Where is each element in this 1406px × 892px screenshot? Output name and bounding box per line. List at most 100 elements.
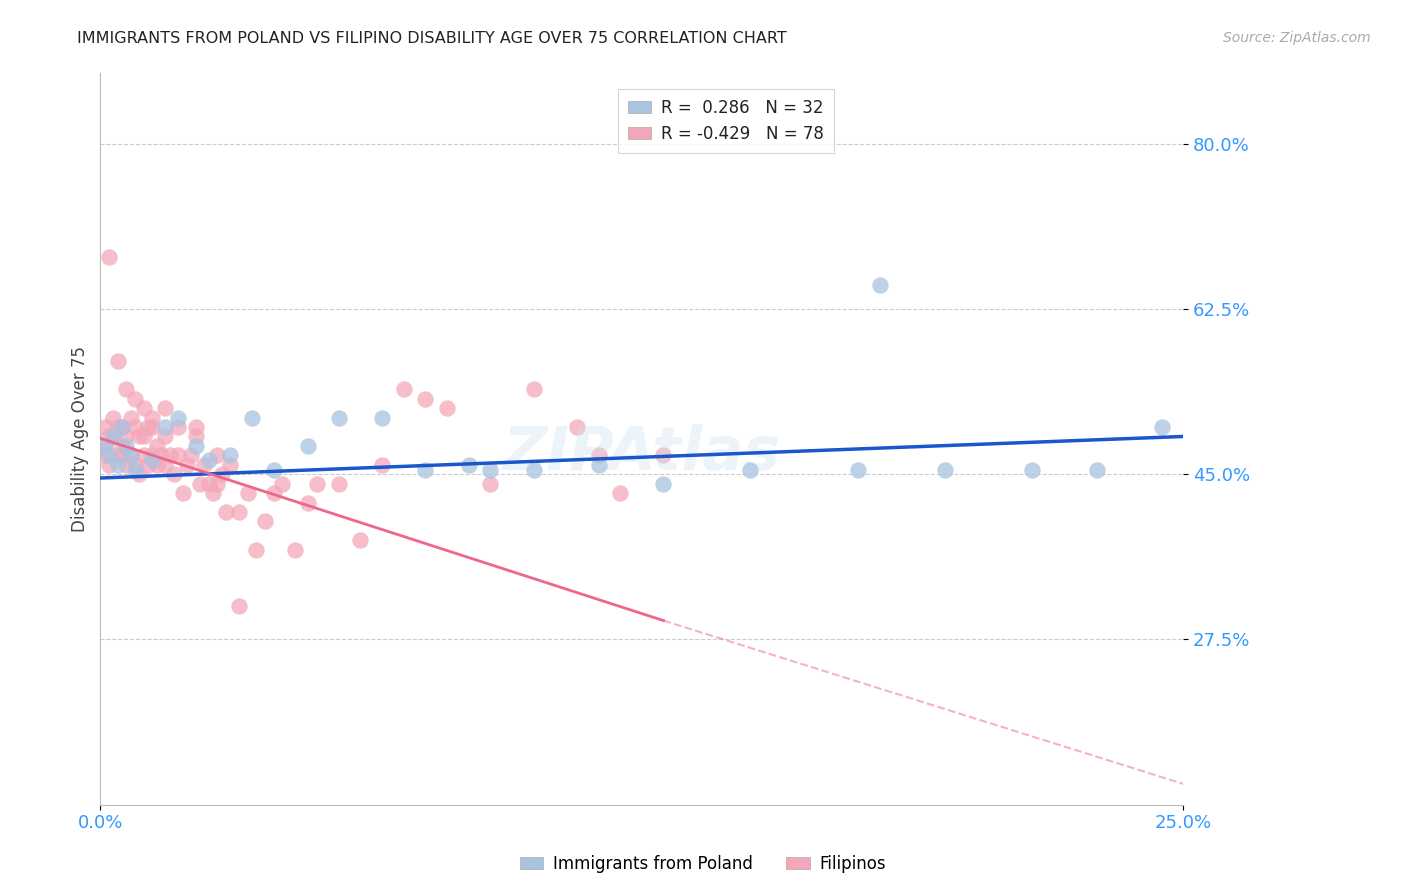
Point <box>115 429 138 443</box>
Point <box>211 467 233 482</box>
Point <box>120 410 142 425</box>
Point <box>159 448 181 462</box>
Point <box>128 467 150 482</box>
Point <box>111 439 134 453</box>
Point <box>297 495 319 509</box>
Point <box>413 462 436 476</box>
Point <box>107 354 129 368</box>
Point <box>522 382 544 396</box>
Legend: Immigrants from Poland, Filipinos: Immigrants from Poland, Filipinos <box>513 848 893 880</box>
Point <box>93 439 115 453</box>
Point <box>93 448 115 462</box>
Point <box>652 476 675 491</box>
Legend: R =  0.286   N = 32, R = -0.429   N = 78: R = 0.286 N = 32, R = -0.429 N = 78 <box>617 88 834 153</box>
Point <box>869 278 891 293</box>
Point <box>98 448 121 462</box>
Point <box>193 458 215 472</box>
Point <box>124 462 146 476</box>
Point <box>349 533 371 548</box>
Point <box>588 448 610 462</box>
Point <box>652 448 675 462</box>
Point <box>115 382 138 396</box>
Point <box>188 476 211 491</box>
Point <box>413 392 436 406</box>
Point <box>132 401 155 416</box>
Point <box>136 420 159 434</box>
Point <box>93 420 115 434</box>
Point <box>132 429 155 443</box>
Point <box>124 458 146 472</box>
Point <box>155 458 177 472</box>
Point <box>328 410 350 425</box>
Point <box>392 382 415 396</box>
Point <box>155 401 177 416</box>
Point <box>565 420 588 434</box>
Point <box>155 429 177 443</box>
Point <box>271 476 294 491</box>
Point <box>457 458 479 472</box>
Point <box>479 476 502 491</box>
Point <box>136 458 159 472</box>
Point <box>263 462 285 476</box>
Point <box>124 392 146 406</box>
Point <box>297 439 319 453</box>
Point <box>436 401 458 416</box>
Point <box>111 448 134 462</box>
Point <box>848 462 870 476</box>
Point <box>197 453 219 467</box>
Point <box>107 420 129 434</box>
Y-axis label: Disability Age Over 75: Disability Age Over 75 <box>72 346 89 532</box>
Point <box>163 467 186 482</box>
Point <box>245 542 267 557</box>
Point <box>107 448 129 462</box>
Point <box>176 458 198 472</box>
Point <box>132 448 155 462</box>
Point <box>111 420 134 434</box>
Point <box>263 486 285 500</box>
Text: IMMIGRANTS FROM POLAND VS FILIPINO DISABILITY AGE OVER 75 CORRELATION CHART: IMMIGRANTS FROM POLAND VS FILIPINO DISAB… <box>77 31 787 46</box>
Point <box>103 410 125 425</box>
Point <box>201 486 224 500</box>
Point <box>111 420 134 434</box>
Point <box>934 462 956 476</box>
Point <box>184 429 207 443</box>
Point <box>115 458 138 472</box>
Point <box>167 448 190 462</box>
Point <box>167 410 190 425</box>
Point <box>128 429 150 443</box>
Point <box>219 448 242 462</box>
Point <box>522 462 544 476</box>
Point <box>253 515 276 529</box>
Point <box>284 542 307 557</box>
Point <box>141 453 163 467</box>
Point <box>184 439 207 453</box>
Point <box>207 448 229 462</box>
Point <box>588 458 610 472</box>
Point <box>103 429 125 443</box>
Point <box>141 410 163 425</box>
Text: ZIPAtlas: ZIPAtlas <box>503 424 780 483</box>
Point <box>240 410 263 425</box>
Point <box>103 429 125 443</box>
Point <box>609 486 631 500</box>
Point <box>107 458 129 472</box>
Point <box>479 462 502 476</box>
Point <box>155 420 177 434</box>
Point <box>93 439 115 453</box>
Point <box>172 486 194 500</box>
Point <box>124 420 146 434</box>
Point <box>184 420 207 434</box>
Point <box>228 599 250 614</box>
Point <box>328 476 350 491</box>
Point <box>740 462 762 476</box>
Point <box>120 448 142 462</box>
Point <box>98 250 121 264</box>
Point <box>1085 462 1108 476</box>
Point <box>120 448 142 462</box>
Point <box>98 429 121 443</box>
Point <box>180 448 202 462</box>
Point <box>141 448 163 462</box>
Point <box>145 439 167 453</box>
Point <box>228 505 250 519</box>
Point <box>197 476 219 491</box>
